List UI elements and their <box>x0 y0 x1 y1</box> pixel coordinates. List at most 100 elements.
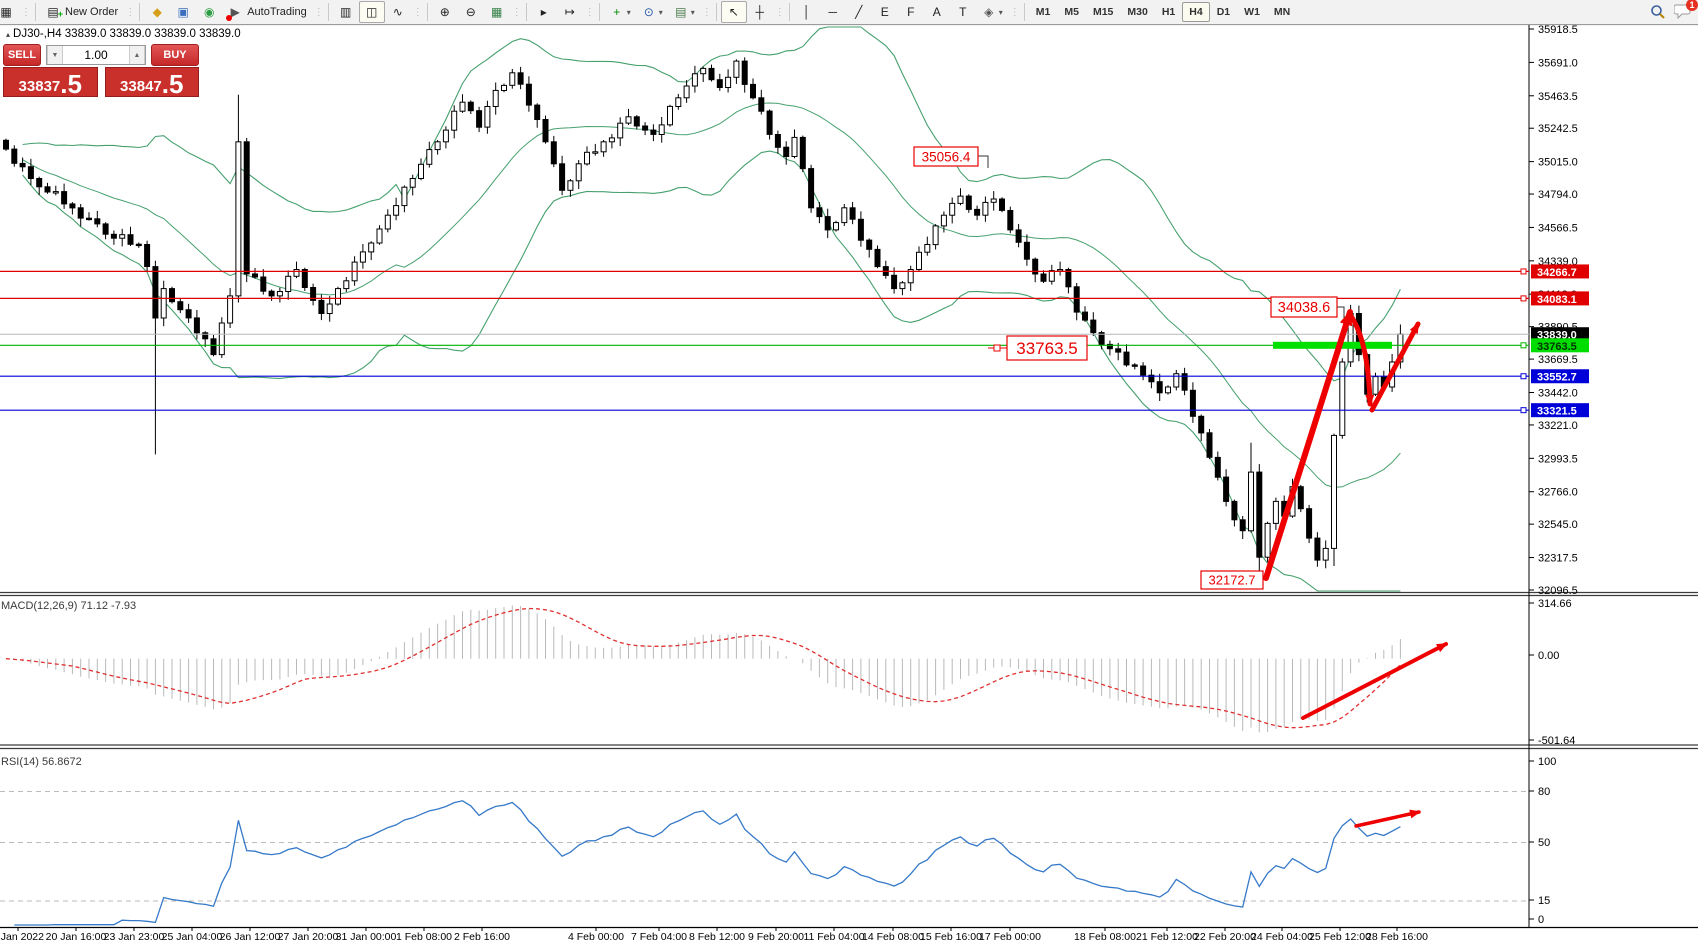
cursor-tool[interactable]: ↖ <box>720 1 747 23</box>
equidistant-channel-tool[interactable]: E <box>872 1 898 23</box>
candle <box>716 79 723 88</box>
candle <box>1231 500 1238 521</box>
green-highlight-bar[interactable] <box>1273 341 1392 349</box>
trend-arrows[interactable] <box>1263 309 1448 828</box>
candle <box>965 195 972 210</box>
line-chart-icon: ∿ <box>392 5 403 19</box>
candlestick-chart[interactable]: ◫ <box>358 1 385 23</box>
svg-text:33552.7: 33552.7 <box>1537 372 1577 384</box>
tile-windows[interactable]: ▦ <box>484 1 510 23</box>
candle <box>899 282 906 290</box>
candle <box>202 332 209 340</box>
search-icon[interactable] <box>1650 4 1666 20</box>
chart-shift[interactable]: ↦ <box>557 1 583 23</box>
trendline-tool[interactable]: ╱ <box>846 1 872 23</box>
timeframe-d1-button[interactable]: D1 <box>1216 6 1231 18</box>
candle <box>866 239 873 250</box>
horizontal-line-tool[interactable]: ─ <box>820 1 846 23</box>
time-tick: 17 Feb 00:00 <box>979 931 1041 943</box>
candle <box>1082 311 1088 321</box>
news[interactable]: ◉ <box>196 1 222 23</box>
crosshair-tool[interactable]: ┼ <box>747 1 773 23</box>
candle <box>708 67 715 81</box>
templates-button[interactable]: ▤ ▾ <box>668 1 700 23</box>
vertical-line-tool[interactable]: │ <box>794 1 820 23</box>
line-chart[interactable]: ∿ <box>385 1 411 23</box>
candle <box>36 178 43 188</box>
candle <box>1106 343 1113 350</box>
zoom-out[interactable]: ⊖ <box>458 1 484 23</box>
candle <box>625 116 632 124</box>
autotrading-button[interactable]: ▶ AutoTrading <box>222 1 312 23</box>
candle <box>1372 376 1379 395</box>
market-watch[interactable]: ◆ <box>144 1 170 23</box>
timeframe-w1-button[interactable]: W1 <box>1244 6 1260 18</box>
timeframe-m30-button[interactable]: M30 <box>1127 6 1148 18</box>
buy-button[interactable]: BUY <box>151 44 199 66</box>
candle <box>1198 415 1205 434</box>
data-window[interactable]: ▣ <box>170 1 196 23</box>
candle <box>907 269 914 284</box>
text-label-tool[interactable]: T <box>950 1 976 23</box>
volume-input[interactable] <box>63 46 129 64</box>
one-click-trading-panel: SELL ▼ ▲ BUY 33837.5 33847.5 <box>3 44 199 97</box>
fibonacci-tool[interactable]: F <box>898 1 924 23</box>
buy-price-frac: .5 <box>161 69 184 99</box>
market-watch-icon: ◆ <box>152 5 162 19</box>
candle <box>335 288 341 305</box>
chart-window[interactable]: ▦ <box>0 1 19 23</box>
sell-button[interactable]: SELL <box>3 44 41 66</box>
price-tick: 33442.0 <box>1538 387 1578 399</box>
price-tick: 35918.5 <box>1538 24 1578 36</box>
rsi-panel[interactable]: 100 80 50 15 0 <box>0 756 1556 926</box>
timeframe-mn-button[interactable]: MN <box>1273 6 1291 18</box>
periods-icon: ⊙ <box>643 5 654 19</box>
candle <box>359 251 366 263</box>
data-window-icon: ▣ <box>177 5 189 19</box>
candle <box>501 84 507 92</box>
timeframe-h4-button[interactable]: H4 <box>1182 2 1210 22</box>
candle <box>276 291 283 297</box>
shapes-button[interactable]: ◈ ▾ <box>976 1 1008 23</box>
timeframe-m1-button[interactable]: M1 <box>1035 6 1051 18</box>
price-label-33839.0 <box>1531 327 1589 342</box>
candles[interactable] <box>3 57 1404 579</box>
auto-scroll[interactable]: ▸ <box>531 1 557 23</box>
candle <box>733 60 740 78</box>
candle <box>451 110 458 131</box>
horizontal-lines[interactable] <box>0 270 1529 411</box>
candle <box>1073 286 1080 313</box>
text-tool[interactable]: A <box>924 1 950 23</box>
candle <box>683 85 690 99</box>
candle <box>1322 547 1329 561</box>
price-label-34083.1 <box>1531 291 1589 306</box>
candle <box>700 67 707 75</box>
chat-icon[interactable]: 1 <box>1673 0 1698 22</box>
sell-price-button[interactable]: 33837.5 <box>3 67 98 97</box>
time-tick: 25 Feb 12:00 <box>1309 931 1371 943</box>
buy-price-button[interactable]: 33847.5 <box>104 67 199 99</box>
new-order-button[interactable]: ▤ + New Order <box>40 1 123 23</box>
indicators-button[interactable]: + ▾ <box>604 1 636 23</box>
volume-decrease-button[interactable]: ▼ <box>47 46 63 64</box>
candle <box>160 288 167 319</box>
bar-chart[interactable]: ▥ <box>333 1 359 23</box>
timeframe-m5-button[interactable]: M5 <box>1064 6 1079 18</box>
macd-panel[interactable]: 314.66 0.00 -501.64 <box>5 598 1575 747</box>
toolbar-separator <box>426 3 428 21</box>
volume-increase-button[interactable]: ▲ <box>129 46 145 64</box>
timeframe-m15-button[interactable]: M15 <box>1092 6 1114 18</box>
periods-button[interactable]: ⊙ ▾ <box>636 1 668 23</box>
chart-window-icon: ▦ <box>0 5 12 19</box>
toolbar-separator <box>35 3 36 21</box>
timeframe-h1-button[interactable]: H1 <box>1161 6 1176 18</box>
shapes-menu-caret: ▾ <box>998 7 1003 17</box>
price-annotations[interactable]: 35056.4 34038.6 33763.5 32172.7 <box>913 146 1345 590</box>
price-axis[interactable]: 35918.5 35691.0 35463.5 35242.5 35015.0 34794… <box>1520 24 1589 597</box>
tile-windows-icon: ▦ <box>491 5 503 19</box>
candle <box>61 191 68 205</box>
rally-arrow <box>1263 309 1353 581</box>
zoom-in[interactable]: ⊕ <box>432 1 458 23</box>
